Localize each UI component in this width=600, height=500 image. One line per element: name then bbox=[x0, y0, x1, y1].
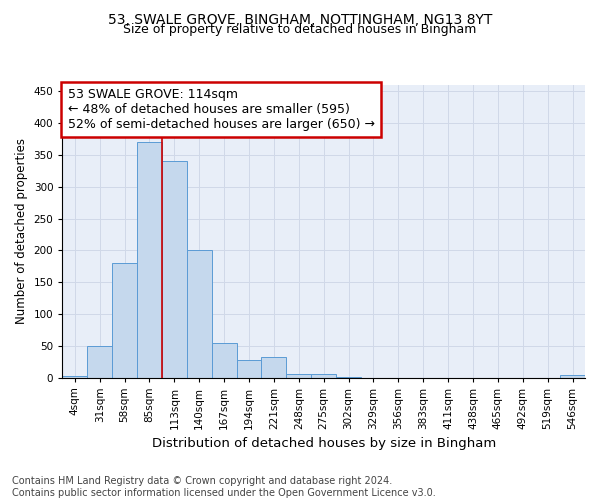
Bar bbox=[137, 142, 162, 378]
Text: Contains HM Land Registry data © Crown copyright and database right 2024.
Contai: Contains HM Land Registry data © Crown c… bbox=[12, 476, 436, 498]
Bar bbox=[112, 263, 137, 378]
Y-axis label: Number of detached properties: Number of detached properties bbox=[15, 138, 28, 324]
Text: Size of property relative to detached houses in Bingham: Size of property relative to detached ho… bbox=[124, 22, 476, 36]
Bar bbox=[162, 162, 187, 378]
Bar bbox=[87, 346, 112, 378]
Bar bbox=[62, 376, 87, 378]
Bar bbox=[311, 374, 336, 378]
Bar bbox=[560, 375, 585, 378]
Bar bbox=[236, 360, 262, 378]
Bar bbox=[336, 377, 361, 378]
Bar bbox=[187, 250, 212, 378]
Text: 53, SWALE GROVE, BINGHAM, NOTTINGHAM, NG13 8YT: 53, SWALE GROVE, BINGHAM, NOTTINGHAM, NG… bbox=[108, 12, 492, 26]
Bar bbox=[212, 342, 236, 378]
Text: 53 SWALE GROVE: 114sqm
← 48% of detached houses are smaller (595)
52% of semi-de: 53 SWALE GROVE: 114sqm ← 48% of detached… bbox=[68, 88, 374, 131]
Bar bbox=[262, 356, 286, 378]
Bar bbox=[286, 374, 311, 378]
X-axis label: Distribution of detached houses by size in Bingham: Distribution of detached houses by size … bbox=[152, 437, 496, 450]
